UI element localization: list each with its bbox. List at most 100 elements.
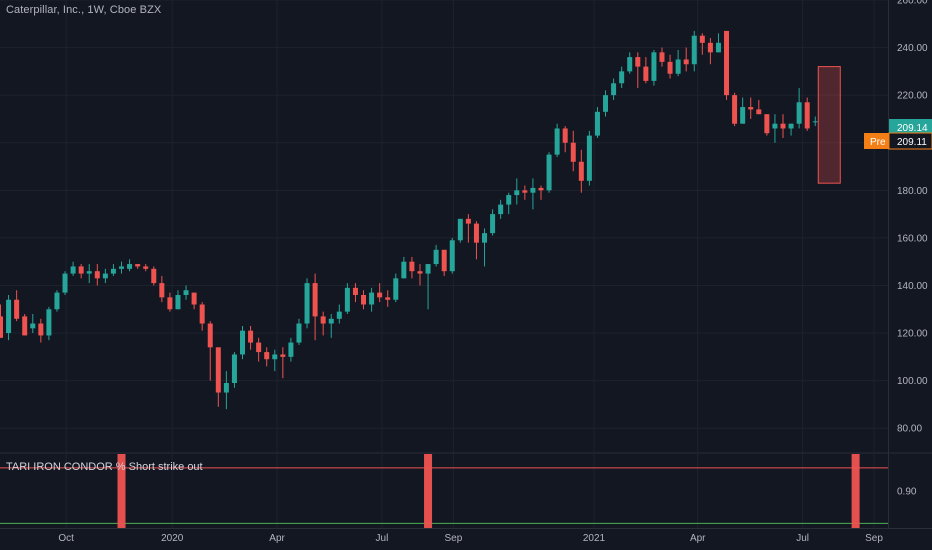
time-tick-label: Jul <box>796 533 809 544</box>
price-tick-label: 240.00 <box>897 43 928 54</box>
candle <box>732 93 737 126</box>
candle-body <box>547 155 552 191</box>
candle <box>143 264 148 271</box>
candle <box>184 285 189 299</box>
candle <box>603 90 608 116</box>
time-tick-label: Oct <box>58 533 74 544</box>
candle <box>740 98 745 124</box>
candle-body <box>724 31 729 95</box>
candle <box>692 31 697 71</box>
time-tick-label: Apr <box>690 533 706 544</box>
time-axis[interactable]: Oct 2020 Apr Jul Sep 2021 Apr Jul Sep <box>58 533 883 544</box>
candle-body <box>401 262 406 279</box>
candle-body <box>458 219 463 240</box>
candle <box>288 338 293 362</box>
candle <box>506 193 511 214</box>
candle-body <box>563 128 568 142</box>
candle <box>611 79 616 100</box>
candle-body <box>329 319 334 324</box>
candle-body <box>579 162 584 181</box>
candle-body <box>127 264 132 269</box>
candle-body <box>522 190 527 192</box>
time-tick-label: 2020 <box>161 533 184 544</box>
candle-body <box>797 102 802 123</box>
candle-body <box>87 271 92 273</box>
price-axis[interactable]: 260.00240.00220.00200.00180.00160.00140.… <box>897 0 928 498</box>
candle <box>272 350 277 371</box>
candle-body <box>224 383 229 393</box>
candle <box>789 124 794 136</box>
candle-body <box>692 36 697 65</box>
candle <box>111 264 116 276</box>
candle <box>538 186 543 200</box>
candle-body <box>716 43 721 53</box>
price-tick-label: 80.00 <box>897 424 922 435</box>
last-price-value: 209.14 <box>897 123 928 134</box>
candle-body <box>95 271 100 278</box>
candle <box>159 276 164 302</box>
candle <box>442 250 447 276</box>
candle <box>764 114 769 135</box>
candle-body <box>748 107 753 109</box>
candle-body <box>780 124 785 129</box>
candle-body <box>361 295 366 305</box>
candle-body <box>732 95 737 124</box>
candle-body <box>377 293 382 298</box>
candle-body <box>264 352 269 359</box>
candle <box>248 326 253 350</box>
candle <box>571 131 576 171</box>
candle-body <box>651 52 656 81</box>
time-tick-label: Sep <box>865 533 883 544</box>
candle <box>474 221 479 259</box>
candle <box>0 305 3 338</box>
candle-body <box>272 354 277 359</box>
candle-body <box>482 233 487 243</box>
candle-body <box>538 188 543 190</box>
price-tick-label: 160.00 <box>897 233 928 244</box>
candle <box>426 264 431 309</box>
candle-body <box>676 59 681 73</box>
candle <box>95 264 100 285</box>
candle-body <box>296 324 301 343</box>
candle-body <box>159 283 164 297</box>
candle-body <box>200 305 205 324</box>
candle <box>563 126 568 152</box>
indicator-title: TARI IRON CONDOR % Short strike out <box>6 461 203 473</box>
price-tick-label: 100.00 <box>897 376 928 387</box>
candle <box>547 152 552 192</box>
candle <box>337 305 342 324</box>
candle <box>79 264 84 278</box>
candle <box>54 290 59 311</box>
candle <box>63 271 68 295</box>
candle-body <box>708 43 713 53</box>
candle <box>175 290 180 309</box>
candle <box>208 321 213 380</box>
candle-body <box>167 297 172 309</box>
candle-body <box>805 102 810 128</box>
candle-body <box>700 36 705 43</box>
candle-body <box>321 316 326 323</box>
indicator-bar <box>852 454 860 528</box>
candle-body <box>668 62 673 74</box>
candle <box>676 50 681 76</box>
candle-body <box>71 266 76 273</box>
price-tick-label: 140.00 <box>897 281 928 292</box>
candle <box>805 98 810 131</box>
candle-body <box>684 59 689 64</box>
candle-body <box>466 219 471 224</box>
candle <box>38 319 43 343</box>
candle-body <box>256 343 261 353</box>
candle <box>490 209 495 235</box>
candle-body <box>450 240 455 271</box>
candle <box>87 264 92 283</box>
candle <box>240 326 245 359</box>
candlestick-series[interactable] <box>0 31 818 409</box>
candle <box>46 307 51 340</box>
candle-body <box>248 331 253 343</box>
candle <box>103 269 108 283</box>
candle-body <box>490 214 495 233</box>
candle <box>458 219 463 243</box>
candle-body <box>442 250 447 271</box>
price-tick-label: 220.00 <box>897 91 928 102</box>
candle <box>684 48 689 72</box>
